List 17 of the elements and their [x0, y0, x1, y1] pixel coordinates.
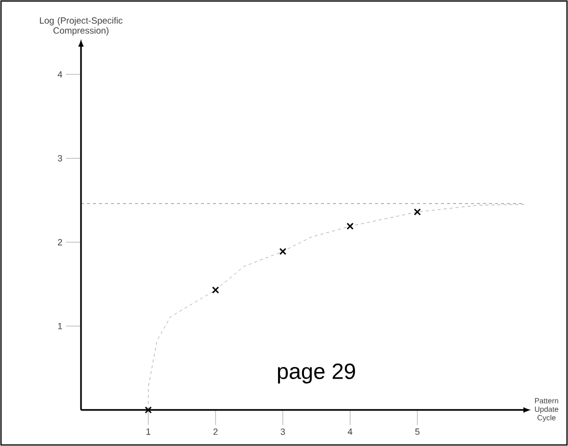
- y-axis-title: Log (Project-Specific Compression): [40, 17, 123, 36]
- x-tick-label: 3: [280, 428, 285, 435]
- point: [414, 208, 421, 216]
- point: [212, 286, 220, 294]
- point: [279, 248, 286, 255]
- x-tick-label: 2: [214, 428, 218, 435]
- y-tick-label: 2: [58, 239, 62, 246]
- x-tick-label: 1: [146, 428, 150, 435]
- y-tick-label: 1: [58, 322, 62, 330]
- y-tick-label: 3: [58, 155, 62, 162]
- line-series: [148, 204, 526, 410]
- x-tick-label: 5: [415, 428, 420, 435]
- point: [346, 222, 354, 230]
- y-tick-label: 4: [58, 71, 62, 78]
- annotation: page 29: [278, 364, 356, 384]
- point: [144, 406, 152, 414]
- x-tick-label: 4: [348, 428, 352, 435]
